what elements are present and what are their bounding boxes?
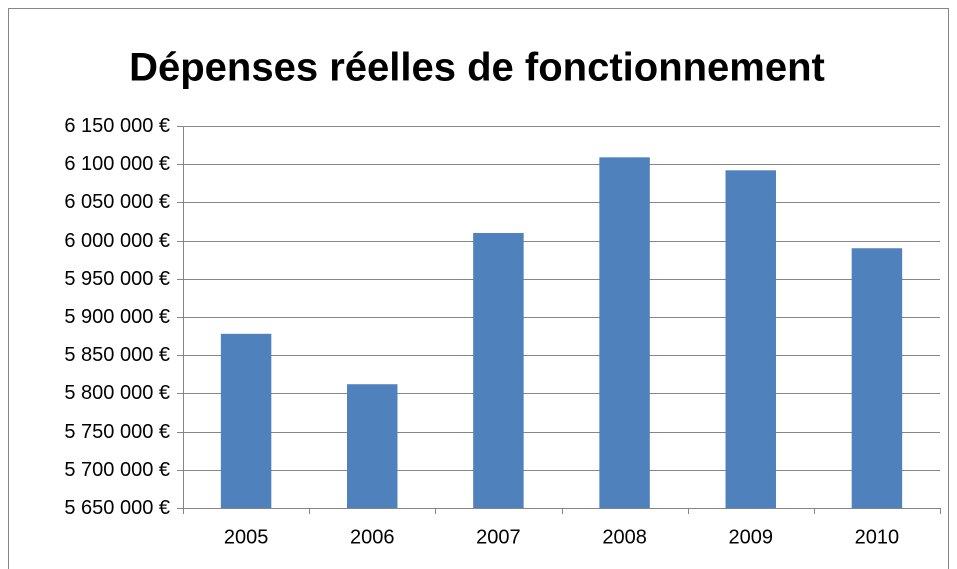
y-tick-label: 5 650 000 € xyxy=(64,497,170,519)
bar xyxy=(599,157,650,508)
y-tick-label: 5 800 000 € xyxy=(64,382,170,404)
x-tick-label: 2008 xyxy=(602,526,647,548)
chart-title: Dépenses réelles de fonctionnement xyxy=(129,46,825,90)
x-tick-label: 2010 xyxy=(855,526,900,548)
x-tick-label: 2006 xyxy=(350,526,395,548)
y-tick-label: 6 050 000 € xyxy=(64,191,170,213)
x-tick-label: 2007 xyxy=(476,526,521,548)
y-tick-label: 6 100 000 € xyxy=(64,153,170,175)
y-tick-label: 6 000 000 € xyxy=(64,230,170,252)
y-tick-label: 5 900 000 € xyxy=(64,306,170,328)
x-tick-label: 2005 xyxy=(224,526,269,548)
bar xyxy=(473,232,524,508)
bar xyxy=(220,333,272,508)
bar xyxy=(725,170,776,508)
y-tick-label: 5 950 000 € xyxy=(64,268,170,290)
bar xyxy=(347,384,398,508)
y-tick-label: 5 700 000 € xyxy=(64,459,170,481)
y-tick-label: 6 150 000 € xyxy=(64,115,170,137)
bar xyxy=(851,248,903,509)
x-tick-label: 2009 xyxy=(729,526,774,548)
y-tick-label: 5 750 000 € xyxy=(64,421,170,443)
y-tick-label: 5 850 000 € xyxy=(64,344,170,366)
